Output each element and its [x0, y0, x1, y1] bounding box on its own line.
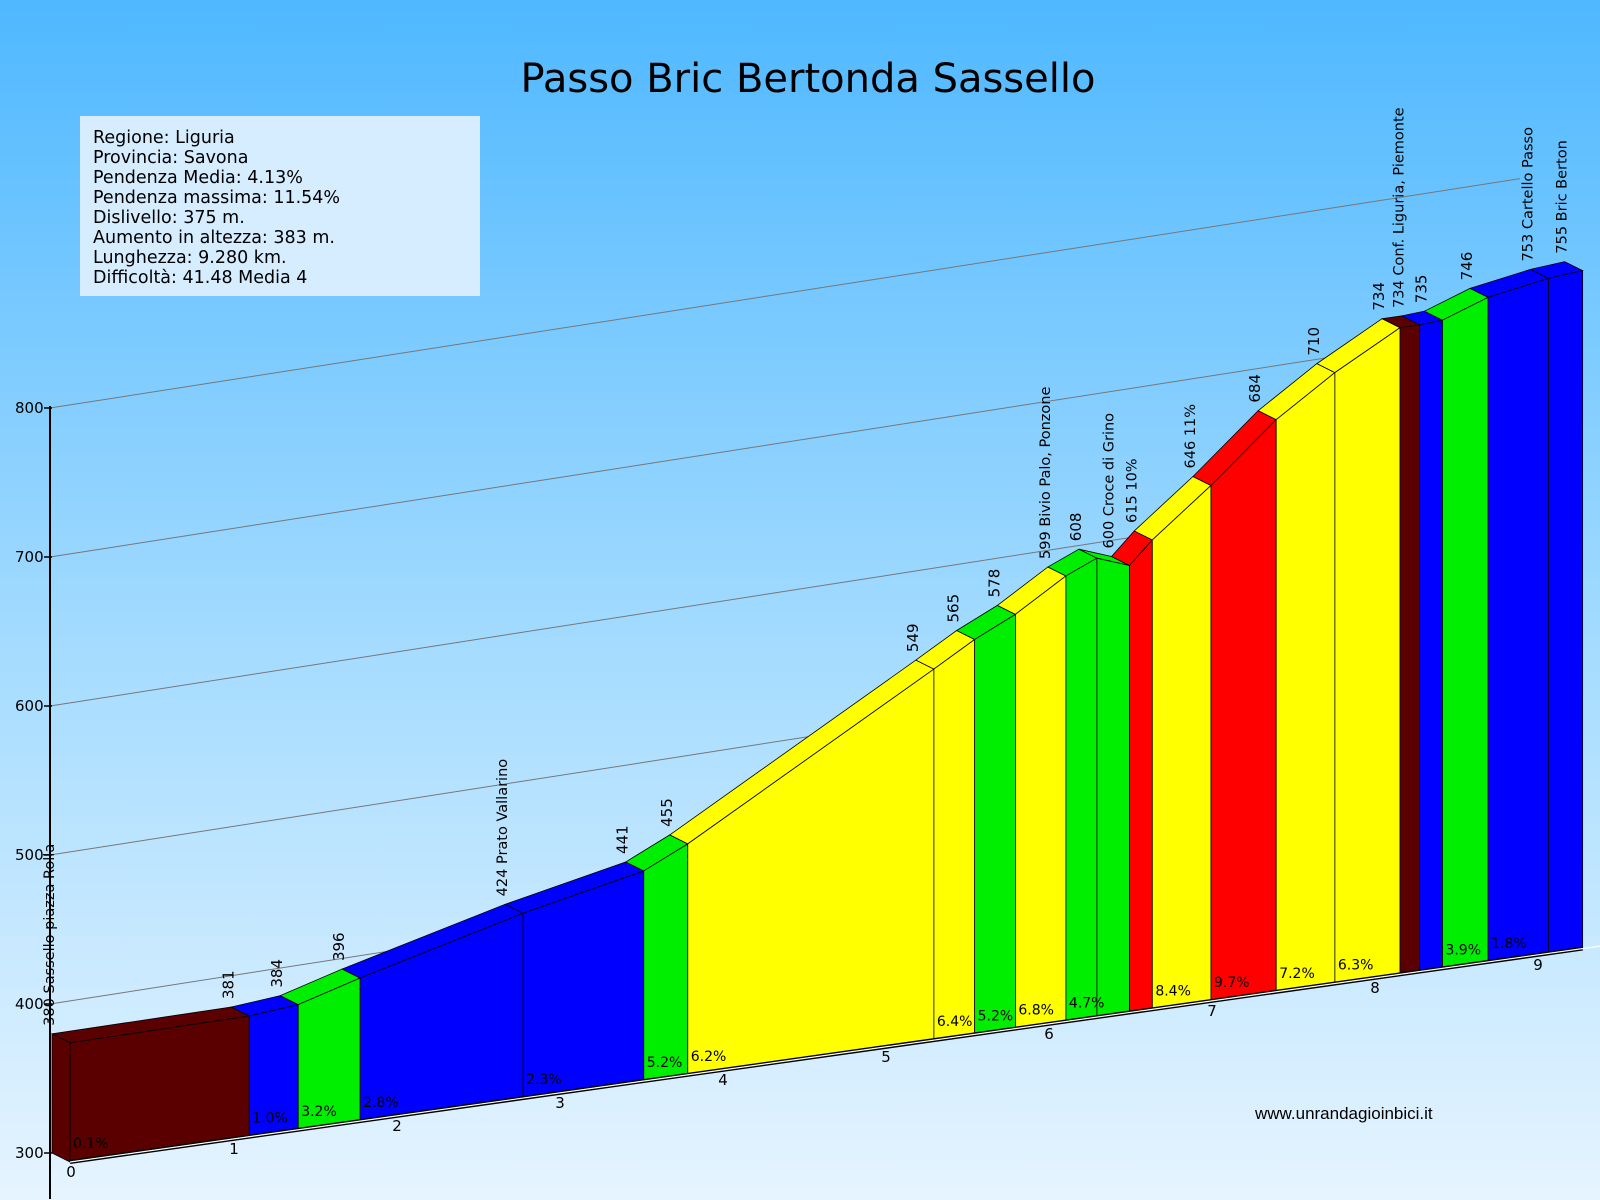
altitude-label: 396	[330, 932, 348, 961]
y-tick-label: 600	[15, 697, 44, 715]
y-tick-label: 800	[15, 399, 44, 417]
altitude-label: 578	[985, 569, 1003, 598]
segment-front-face	[933, 638, 976, 1041]
grade-label: 6.4%	[937, 1014, 973, 1030]
info-line: Regione: Liguria	[93, 128, 235, 148]
km-tick-label: 7	[1207, 1002, 1217, 1020]
website-credit: www.unrandagioinbici.it	[1254, 1104, 1433, 1123]
altitude-label: 755 Bric Berton	[1555, 140, 1571, 253]
grade-label: 3.2%	[301, 1104, 337, 1120]
profile-segment	[1257, 363, 1336, 993]
altitude-label: 380 Sassello piazza Rolla	[42, 844, 58, 1026]
info-line: Dislivello: 375 m.	[93, 208, 245, 228]
profile-segment	[1192, 410, 1277, 1002]
altitude-label: 734 Conf. Liguria, Piemonte	[1392, 107, 1408, 308]
altitude-label: 565	[945, 594, 963, 623]
grade-label: 4.7%	[1069, 995, 1105, 1011]
info-line: Provincia: Savona	[93, 148, 248, 168]
segment-front-face	[1334, 326, 1401, 984]
y-axis: 300 400 500 600 700 800	[15, 399, 52, 1199]
altitude-label: 600 Croce di Grino	[1102, 413, 1118, 549]
altitude-label: 735	[1412, 275, 1430, 304]
info-line: Pendenza massima: 11.54%	[93, 188, 340, 208]
segment-front-face	[1129, 538, 1153, 1013]
altitude-label: 455	[658, 798, 676, 827]
km-tick-label: 2	[392, 1117, 402, 1135]
km-tick-label: 8	[1370, 979, 1380, 997]
x-axis: 0 1 2 3 4 5 6 7 8 9	[66, 945, 1600, 1181]
altitude-label: 384	[268, 959, 286, 988]
chart-title: Passo Bric Bertonda Sassello	[521, 56, 1096, 102]
altitude-label: 746	[1458, 252, 1476, 281]
profile-side-face	[51, 1033, 71, 1163]
grade-label: 2.8%	[363, 1095, 399, 1111]
altitude-label: 549	[904, 623, 922, 652]
grade-label: 3.9%	[1445, 942, 1481, 958]
grade-label: 0.1%	[73, 1136, 109, 1152]
y-tick-label: 500	[15, 846, 44, 864]
grade-label: 2.3%	[526, 1072, 562, 1088]
altitude-label: 684	[1246, 374, 1264, 403]
grade-label: 6.8%	[1018, 1003, 1054, 1019]
segment-front-face	[1096, 557, 1130, 1018]
grade-label: 1.0%	[252, 1111, 288, 1127]
km-tick-label: 0	[66, 1163, 76, 1181]
y-tick-label: 300	[15, 1144, 44, 1162]
altitude-label: 734	[1370, 282, 1388, 311]
km-tick-label: 1	[229, 1140, 239, 1158]
km-tick-label: 9	[1533, 956, 1543, 974]
info-line: Lunghezza: 9.280 km.	[93, 248, 287, 268]
y-tick-label: 700	[15, 548, 44, 566]
segment-front-face	[1399, 324, 1421, 975]
segment-front-face	[1210, 418, 1277, 1002]
gridline	[49, 327, 1521, 558]
baseline-edge	[69, 945, 1600, 1163]
grade-label: 8.4%	[1155, 983, 1191, 999]
info-line: Aumento in altezza: 383 m.	[93, 228, 335, 248]
altitude-label: 599 Bivio Palo, Ponzone	[1038, 387, 1054, 559]
profile-segment	[504, 861, 645, 1099]
segment-front-face	[1151, 484, 1212, 1010]
info-line: Pendenza Media: 4.13%	[93, 168, 303, 188]
segment-front-face	[974, 613, 1016, 1035]
km-tick-label: 6	[1044, 1025, 1054, 1043]
profile-segments	[50, 261, 1584, 1163]
altitude-label: 381	[219, 970, 237, 999]
grade-label: 6.3%	[1338, 958, 1374, 974]
km-tick-label: 5	[881, 1048, 891, 1066]
segment-front-face	[1487, 277, 1549, 963]
altitude-labels: 380 Sassello piazza Rolla 381 384 396 424 Pr…	[42, 107, 1571, 1025]
segment-front-face	[1275, 371, 1336, 993]
grade-label: 1.8%	[1491, 936, 1527, 952]
info-box-background	[80, 116, 480, 296]
km-tick-label: 4	[718, 1071, 728, 1089]
segment-front-face	[1065, 557, 1098, 1022]
altitude-label: 753 Cartello Passo	[1520, 127, 1536, 261]
km-tick-label: 3	[555, 1094, 565, 1112]
altitude-label: 646 11%	[1183, 404, 1199, 469]
grade-label: 5.2%	[647, 1055, 683, 1071]
segment-front-face	[1015, 575, 1067, 1030]
y-tick-label: 400	[15, 995, 44, 1013]
gridline	[49, 178, 1521, 409]
altitude-label: 615 10%	[1124, 458, 1140, 523]
grade-label: 5.2%	[978, 1008, 1014, 1024]
segment-front-face	[643, 843, 689, 1082]
grade-label: 6.2%	[691, 1049, 727, 1065]
info-line: Difficoltà: 41.48 Media 4	[93, 268, 307, 288]
altitude-label: 710	[1305, 327, 1323, 356]
segment-front-face	[1442, 296, 1489, 969]
grade-label: 7.2%	[1279, 966, 1315, 982]
grade-labels: 0.1%1.0% 3.2%2.8%2.3%5.2% 6.2%6.4% 5.2% 6.8%…	[73, 936, 1527, 1152]
altitude-label: 608	[1067, 513, 1085, 542]
grade-label: 9.7%	[1214, 975, 1250, 991]
segment-front-face	[1419, 319, 1443, 973]
segment-front-face	[1548, 270, 1584, 954]
altitude-label: 441	[614, 825, 632, 854]
altitude-label: 424 Prato Vallarino	[495, 759, 511, 897]
